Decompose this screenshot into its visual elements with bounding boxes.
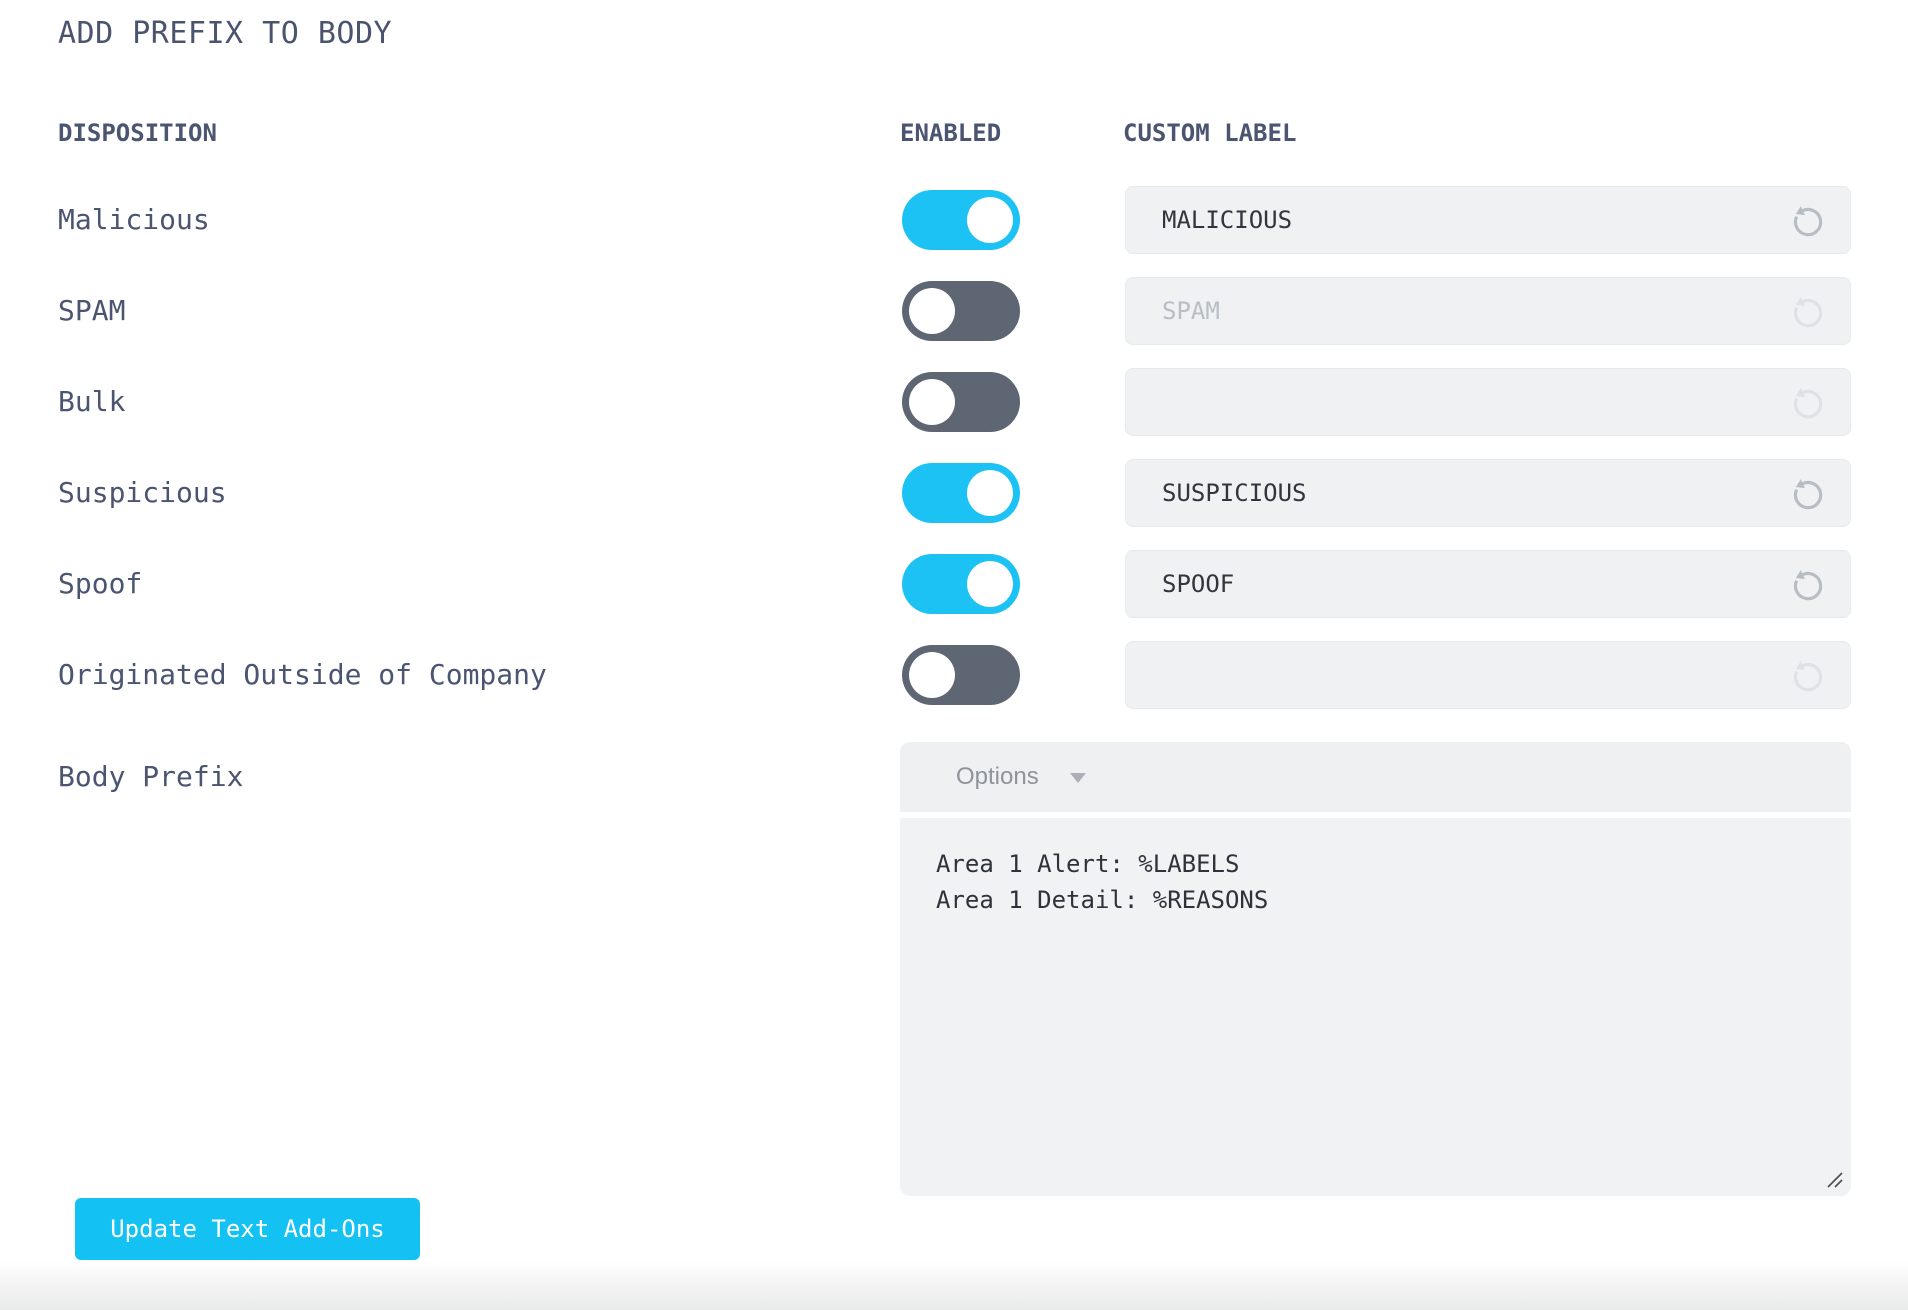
enabled-toggle[interactable] [902,190,1020,250]
update-text-addons-button[interactable]: Update Text Add-Ons [75,1198,420,1260]
column-header-custom-label: CUSTOM LABEL [1123,119,1297,147]
body-prefix-editor: Area 1 Alert: %LABELS Area 1 Detail: %RE… [900,818,1851,1196]
toggle-knob-icon [967,197,1013,243]
reset-button[interactable] [1786,200,1828,242]
disposition-label: Originated Outside of Company [58,658,547,691]
reset-button[interactable] [1786,564,1828,606]
custom-label-field [1125,641,1851,709]
page-title: ADD PREFIX TO BODY [58,16,393,51]
toggle-knob-icon [967,561,1013,607]
enabled-toggle[interactable] [902,554,1020,614]
reset-icon [1793,479,1823,510]
toggle-knob-icon [909,652,955,698]
reset-button[interactable] [1786,473,1828,515]
disposition-row-originated-outside: Originated Outside of Company [0,641,1908,709]
custom-label-input[interactable] [1126,278,1850,344]
custom-label-field [1125,186,1851,254]
custom-label-input[interactable] [1126,642,1850,708]
custom-label-field [1125,550,1851,618]
toggle-knob-icon [967,470,1013,516]
disposition-row-bulk: Bulk [0,368,1908,436]
enabled-toggle[interactable] [902,645,1020,705]
footer-gradient [0,1260,1908,1310]
reset-icon [1793,388,1823,419]
reset-icon [1793,206,1823,237]
options-dropdown-button[interactable]: Options [900,742,1851,812]
toggle-knob-icon [909,288,955,334]
custom-label-field [1125,277,1851,345]
body-prefix-label: Body Prefix [58,760,244,793]
custom-label-input[interactable] [1126,551,1850,617]
reset-icon [1793,570,1823,601]
enabled-toggle[interactable] [902,372,1020,432]
reset-button[interactable] [1786,291,1828,333]
reset-button[interactable] [1786,655,1828,697]
reset-icon [1793,661,1823,692]
disposition-label: Malicious [58,203,210,236]
custom-label-input[interactable] [1126,460,1850,526]
disposition-row-spoof: Spoof [0,550,1908,618]
reset-button[interactable] [1786,382,1828,424]
disposition-label: Spoof [58,567,143,600]
disposition-row-suspicious: Suspicious [0,459,1908,527]
options-dropdown-label: Options [956,763,1039,790]
enabled-toggle[interactable] [902,463,1020,523]
body-prefix-textarea[interactable]: Area 1 Alert: %LABELS Area 1 Detail: %RE… [900,818,1851,1196]
custom-label-input[interactable] [1126,369,1850,435]
enabled-toggle[interactable] [902,281,1020,341]
reset-icon [1793,297,1823,328]
custom-label-field [1125,459,1851,527]
disposition-label: Bulk [58,385,126,418]
disposition-label: SPAM [58,294,126,327]
column-header-enabled: ENABLED [900,119,1002,147]
custom-label-field [1125,368,1851,436]
toggle-knob-icon [909,379,955,425]
disposition-row-spam: SPAM [0,277,1908,345]
column-header-disposition: DISPOSITION [58,119,217,147]
disposition-label: Suspicious [58,476,227,509]
resize-grip-icon[interactable] [1826,1171,1844,1189]
disposition-row-malicious: Malicious [0,186,1908,254]
custom-label-input[interactable] [1126,187,1850,253]
caret-down-icon [1070,773,1086,783]
